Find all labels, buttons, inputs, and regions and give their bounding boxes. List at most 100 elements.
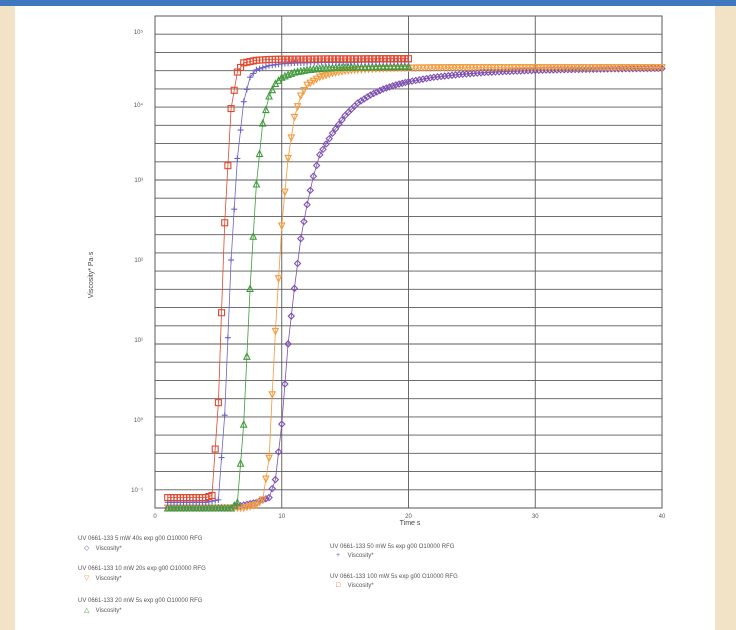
data-point — [392, 81, 400, 89]
y-tick-label: 10³ — [134, 178, 143, 184]
data-point — [249, 231, 258, 240]
x-tick-label: 0 — [153, 514, 157, 520]
data-point — [306, 186, 315, 195]
data-point — [303, 200, 311, 209]
data-point — [281, 380, 289, 388]
data-point — [404, 55, 413, 63]
data-point — [250, 70, 257, 77]
data-point — [319, 145, 327, 154]
data-point — [379, 55, 387, 63]
data-point — [404, 62, 413, 70]
data-point — [335, 120, 343, 129]
data-point — [265, 91, 273, 100]
data-point — [262, 105, 270, 114]
data-point — [332, 55, 340, 63]
data-point — [319, 72, 327, 81]
data-point — [265, 493, 273, 502]
data-point — [376, 86, 384, 95]
data-point — [284, 154, 292, 163]
y-tick-label: 10⁴ — [134, 102, 144, 109]
data-point — [390, 55, 398, 63]
data-point — [369, 89, 378, 98]
data-point — [401, 55, 409, 63]
data-point — [268, 85, 277, 94]
data-point — [401, 78, 410, 87]
data-point — [296, 234, 305, 243]
data-point — [422, 74, 431, 83]
data-point — [395, 80, 403, 88]
y-tick-label: 10⁰ — [134, 417, 144, 424]
data-point — [322, 140, 330, 148]
data-point — [237, 127, 244, 134]
data-point — [310, 55, 318, 63]
data-point — [253, 66, 260, 73]
y-tick-label: 10² — [134, 258, 143, 264]
data-point — [278, 55, 286, 63]
data-point — [411, 76, 420, 85]
data-point — [230, 86, 238, 94]
data-point — [292, 55, 300, 63]
data-point — [252, 179, 261, 188]
data-point — [350, 55, 358, 63]
data-point — [368, 55, 376, 63]
data-point — [221, 219, 229, 227]
data-point — [307, 55, 315, 63]
data-point — [343, 55, 351, 63]
x-axis-label: Time s — [400, 520, 421, 527]
data-point — [296, 55, 304, 63]
data-point — [284, 340, 292, 348]
data-point — [224, 162, 232, 170]
data-point — [265, 454, 273, 463]
data-point — [375, 55, 384, 63]
data-point — [397, 55, 405, 63]
x-tick-label: 30 — [532, 514, 539, 520]
data-point — [221, 412, 228, 419]
data-point — [255, 498, 264, 507]
data-point — [385, 83, 394, 91]
data-point — [306, 79, 315, 88]
data-point — [303, 55, 311, 63]
data-point — [363, 93, 372, 101]
y-tick-label: 10⁻¹ — [131, 488, 143, 494]
data-point — [262, 494, 270, 503]
y-tick-labels: 10⁻¹ 10⁰ 10¹ 10² 10³ 10⁴ 10⁵ — [131, 29, 143, 494]
y-tick-label: 10⁵ — [134, 29, 144, 36]
data-point — [325, 55, 333, 63]
data-point — [208, 491, 216, 499]
data-point — [339, 55, 347, 63]
data-point — [422, 64, 431, 73]
top-accent-rule — [0, 0, 736, 6]
data-point — [227, 104, 235, 113]
data-point — [289, 55, 297, 63]
data-point — [233, 498, 242, 506]
data-point — [328, 55, 337, 63]
data-point — [287, 134, 296, 143]
data-point — [415, 76, 424, 84]
data-point — [211, 445, 219, 453]
y-tick-label: 10¹ — [134, 338, 143, 344]
data-point — [328, 129, 337, 138]
data-point — [361, 55, 369, 63]
data-point — [357, 97, 365, 105]
data-point — [419, 64, 427, 73]
data-point — [360, 95, 368, 103]
data-point — [382, 84, 391, 92]
data-point — [262, 475, 270, 484]
data-point — [236, 459, 245, 467]
x-tick-label: 20 — [405, 514, 412, 520]
data-point — [296, 92, 305, 101]
data-point — [309, 77, 318, 86]
data-point — [388, 82, 397, 90]
data-point — [290, 113, 299, 122]
data-point — [379, 85, 387, 93]
data-point — [386, 55, 394, 63]
data-point — [394, 55, 402, 63]
data-point — [357, 55, 365, 63]
data-point — [300, 217, 308, 226]
data-point — [318, 55, 326, 63]
data-point — [234, 155, 241, 162]
data-point — [239, 419, 248, 428]
data-point — [315, 150, 324, 159]
data-point — [231, 206, 238, 213]
